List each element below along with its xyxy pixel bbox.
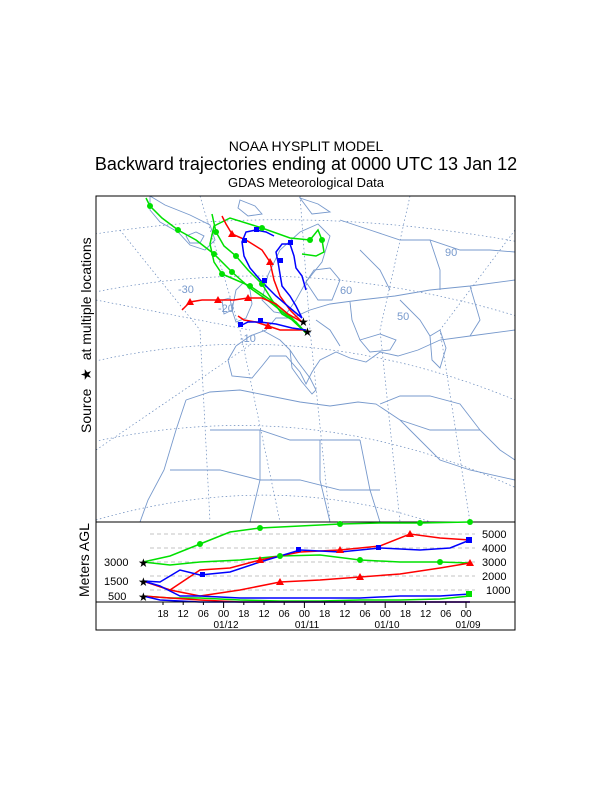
coastlines: [139, 196, 515, 522]
time-axis: 18 12 06 00 18 12 06 00 18 12 06 00 18 12 06 00 01/12 0…: [95, 601, 516, 631]
date-label: 01/11: [295, 620, 320, 631]
hour-label: 12: [258, 609, 270, 620]
start-star-icon: ★: [138, 556, 149, 570]
hour-label: 18: [238, 609, 250, 620]
date-labels: 01/12 01/11 01/10 01/09: [213, 620, 480, 631]
met-data-title: GDAS Meteorological Data: [227, 175, 385, 190]
graticule-labels: -30 -20 -10 60 50 90: [178, 247, 457, 345]
start-level-labels: 3000 1500 500: [104, 557, 128, 603]
hour-label: 00: [380, 609, 392, 620]
graticule-label: 60: [340, 285, 352, 297]
height-markers: [197, 519, 474, 597]
svg-text:★: ★: [298, 315, 309, 329]
height-star-icons: ★ ★ ★: [138, 556, 149, 604]
trajectory-blue-2: [241, 229, 303, 319]
hour-label: 18: [157, 609, 169, 620]
hour-label: 00: [460, 609, 472, 620]
hour-label: 12: [420, 609, 432, 620]
graticule-label: -10: [240, 333, 256, 345]
right-tick-label: 5000: [482, 529, 506, 541]
graticule-label: 90: [445, 247, 457, 259]
right-tick-label: 1000: [486, 585, 510, 597]
right-tick-label: 2000: [482, 571, 506, 583]
height-blue-2: [142, 580, 471, 599]
height-green-1: [142, 521, 471, 563]
hour-label: 18: [319, 609, 331, 620]
hour-label: 12: [339, 609, 351, 620]
right-tick-label: 4000: [482, 543, 506, 555]
start-level-label: 1500: [104, 576, 128, 588]
trajectory-blue-1: [275, 243, 307, 319]
hour-label: 06: [440, 609, 452, 620]
hour-label: 06: [279, 609, 291, 620]
hour-label: 12: [178, 609, 190, 620]
date-label: 01/12: [213, 620, 238, 631]
right-tick-label: 3000: [482, 557, 506, 569]
trajectory-red-1: [181, 297, 303, 323]
start-star-icon: ★: [138, 575, 149, 589]
start-level-label: 3000: [104, 557, 128, 569]
height-green-3: [142, 595, 471, 602]
right-axis-ticks: 5000 4000 3000 2000 1000: [482, 529, 510, 597]
hour-label: 00: [218, 609, 230, 620]
date-label: 01/10: [374, 620, 399, 631]
map-panel: -30 -20 -10 60 50 90: [95, 195, 516, 523]
source-star-icon: ★ ★: [298, 315, 313, 339]
start-star-icon: ★: [138, 590, 149, 604]
svg-text:★: ★: [302, 325, 313, 339]
date-label: 01/09: [455, 620, 480, 631]
graticule-label: 50: [397, 311, 409, 323]
trajectory-title: Backward trajectories ending at 0000 UTC…: [94, 154, 518, 174]
graticule-label: -30: [178, 284, 194, 296]
start-level-label: 500: [108, 591, 126, 603]
height-panel: ★ ★ ★ 3000 1500 500 5000 4000 3000 2000 …: [95, 519, 516, 604]
graticule-label: -20: [218, 303, 234, 315]
height-red-2: [142, 562, 471, 597]
map-frame: [95, 195, 516, 523]
hour-label: 18: [400, 609, 412, 620]
trajectory-markers: [147, 203, 325, 329]
model-title: NOAA HYSPLIT MODEL: [228, 138, 384, 154]
height-gridlines: [150, 533, 475, 591]
height-green-2: [142, 554, 471, 566]
hour-label: 06: [198, 609, 210, 620]
hour-label: 00: [299, 609, 311, 620]
hour-label: 06: [359, 609, 371, 620]
